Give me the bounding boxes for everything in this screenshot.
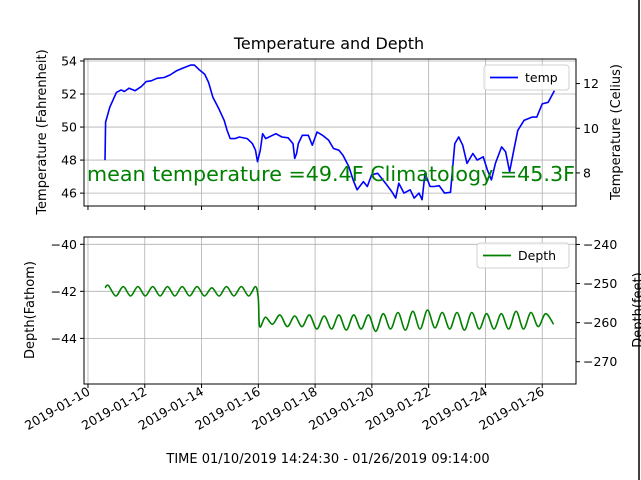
y-right-tick-label: −270 — [583, 354, 617, 369]
axes-frame — [83, 236, 577, 385]
y-tick-label: −40 — [51, 237, 77, 252]
y-tick-label: −42 — [51, 284, 77, 299]
y-right-tick-label: −250 — [583, 276, 617, 291]
y-tick-label: 50 — [61, 120, 77, 135]
temperature-axes: 46 48 50 52 54 8 10 12 temp — [61, 53, 599, 210]
depth-right-ylabel: Depth(feet) — [631, 272, 641, 347]
series-line-temp — [104, 64, 556, 201]
chart-title: Temperature and Depth — [233, 34, 424, 53]
axes-frame — [83, 58, 577, 207]
y-right-tick-label: −260 — [583, 315, 617, 330]
y-tick-label: 54 — [61, 53, 77, 68]
y-tick-label: 46 — [61, 186, 77, 201]
y-right-tick-label: 10 — [583, 121, 599, 136]
depth-left-ylabel: Depth(Fathom) — [23, 261, 38, 359]
temp-right-ylabel: Temperature (Celius) — [609, 64, 624, 201]
legend-box — [476, 242, 570, 269]
y-right-tick-label: 12 — [583, 76, 599, 91]
time-xlabel: TIME 01/10/2019 14:24:30 - 01/26/2019 09… — [165, 452, 489, 467]
y-tick-label: −44 — [51, 331, 77, 346]
x-tick-label: 2019-01-26 — [476, 384, 546, 433]
series-line-depth — [104, 284, 555, 333]
legend-label: Depth — [518, 248, 556, 263]
y-tick-label: 52 — [61, 87, 77, 102]
mean-temperature-annotation: mean temperature =49.4F Climatology =45.… — [87, 162, 575, 186]
depth-axes: −40−42−44−240−250−260−2702019-01-102019-… — [22, 236, 617, 433]
y-tick-label: 48 — [61, 153, 77, 168]
y-right-tick-label: −240 — [583, 237, 617, 252]
temp-left-ylabel: Temperature (Fahrenheit) — [35, 49, 50, 215]
legend-box — [483, 64, 570, 91]
y-right-tick-label: 8 — [583, 165, 591, 180]
legend-label: temp — [525, 70, 558, 85]
